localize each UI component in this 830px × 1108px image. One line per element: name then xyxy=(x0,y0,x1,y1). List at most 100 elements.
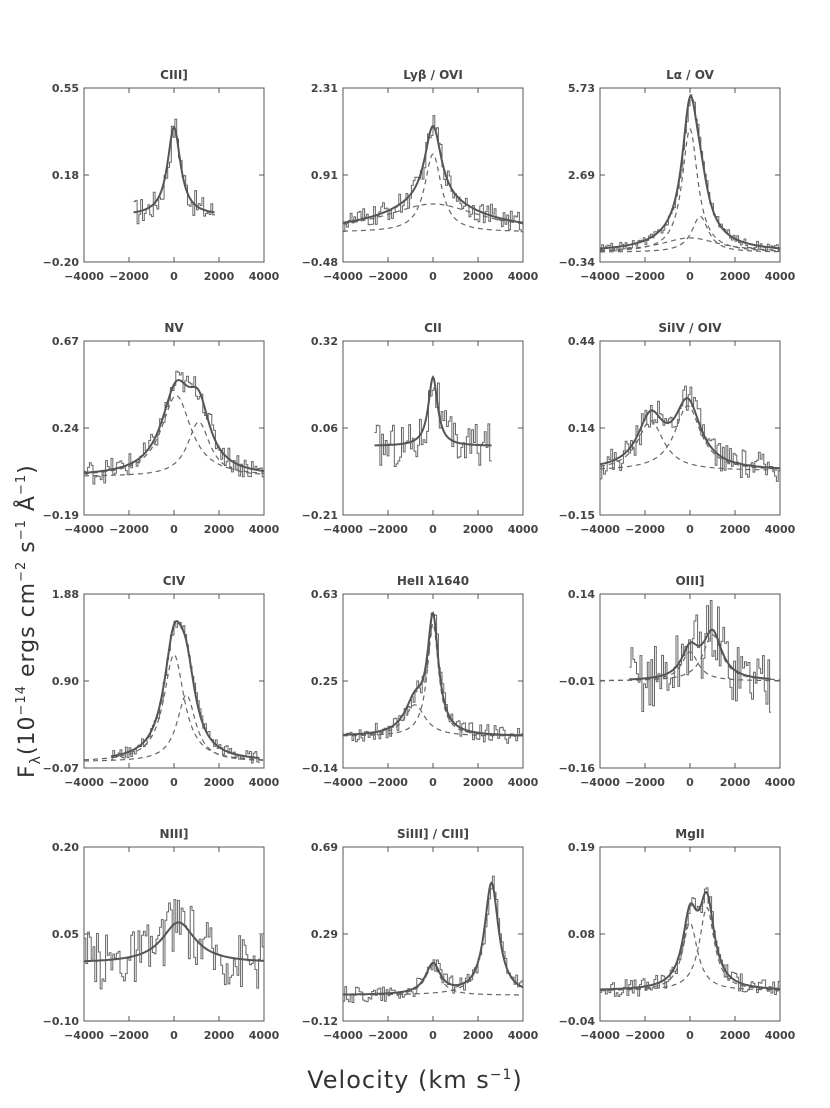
total-fit-curve xyxy=(133,125,215,214)
y-tick-label: 0.25 xyxy=(311,675,338,688)
x-tick-label: 2000 xyxy=(463,1029,494,1042)
x-tick-label: 4000 xyxy=(508,776,539,789)
panel-1: CIII] 0.55 0.18 −0.20−4000 −2000 0 2000 4000 xyxy=(43,68,280,283)
x-tick-label: 2000 xyxy=(204,270,235,283)
y-axis-title: Fλ(10−14 ergs cm−2 s−1 Å−1) xyxy=(2,360,44,780)
panel-6: SiIV / OIV 0.44 0.14 −0.15−4000 −2000 0 2000 40… xyxy=(559,321,796,536)
x-tick-label: 2000 xyxy=(204,1029,235,1042)
x-tick-label: −4000 xyxy=(64,776,104,789)
y-tick-label: 0.90 xyxy=(52,675,79,688)
y-tick-label: 0.29 xyxy=(311,928,338,941)
plot-frame xyxy=(599,87,781,263)
x-tick-label: −2000 xyxy=(368,1029,408,1042)
component-fit-1 xyxy=(84,395,264,475)
component-fit-1 xyxy=(343,153,523,232)
x-tick-label: −2000 xyxy=(368,270,408,283)
x-tick-label: −4000 xyxy=(64,1029,104,1042)
x-tick-label: −4000 xyxy=(580,1029,620,1042)
x-tick-label: −4000 xyxy=(64,523,104,536)
y-tick-label: −0.21 xyxy=(302,509,338,522)
total-fit-curve xyxy=(343,881,523,996)
y-tick-label: 0.91 xyxy=(311,169,338,182)
y-tick-label: −0.34 xyxy=(559,256,596,269)
x-tick-label: 0 xyxy=(170,1029,178,1042)
total-fit-curve xyxy=(600,94,780,250)
x-tick-label: 4000 xyxy=(765,1029,796,1042)
x-tick-label: 2000 xyxy=(720,1029,751,1042)
x-tick-label: −4000 xyxy=(64,270,104,283)
x-tick-label: 0 xyxy=(170,270,178,283)
panel-12: MgII 0.19 0.08 −0.04−4000 −2000 0 2000 4000 xyxy=(559,827,796,1042)
y-tick-label: 0.44 xyxy=(568,335,595,348)
component-fit-3 xyxy=(600,237,780,251)
x-tick-label: −4000 xyxy=(323,776,363,789)
total-fit-curve xyxy=(374,374,492,447)
component-fit-2 xyxy=(600,215,780,253)
x-tick-label: 4000 xyxy=(765,270,796,283)
total-fit-curve xyxy=(343,610,523,737)
data-histogram xyxy=(600,385,780,482)
plot-frame xyxy=(83,593,265,769)
y-tick-label: −0.07 xyxy=(43,762,79,775)
x-tick-label: 0 xyxy=(686,1029,694,1042)
x-tick-label: −2000 xyxy=(625,1029,665,1042)
plot-frame xyxy=(342,593,524,769)
data-histogram xyxy=(374,382,492,467)
x-tick-label: −2000 xyxy=(625,776,665,789)
y-tick-label: −0.20 xyxy=(43,256,80,269)
plot-frame xyxy=(83,340,265,516)
component-fit-1 xyxy=(84,654,264,761)
x-tick-label: −4000 xyxy=(580,270,620,283)
y-tick-label: −0.12 xyxy=(302,1015,338,1028)
y-tick-label: 0.55 xyxy=(52,82,79,95)
y-tick-label: 2.31 xyxy=(311,82,338,95)
panel-8: HeII λ1640 0.63 0.25 −0.14−4000 −2000 0 2000 40… xyxy=(302,574,539,789)
data-histogram xyxy=(84,370,264,485)
x-tick-label: −2000 xyxy=(109,776,149,789)
x-tick-label: 2000 xyxy=(720,270,751,283)
x-tick-label: −4000 xyxy=(323,1029,363,1042)
y-tick-label: −0.10 xyxy=(43,1015,80,1028)
panel-title: OIII] xyxy=(675,574,704,588)
y-tick-label: −0.15 xyxy=(559,509,595,522)
x-tick-label: 4000 xyxy=(249,1029,280,1042)
y-tick-label: 0.63 xyxy=(311,588,338,601)
x-tick-label: 4000 xyxy=(765,776,796,789)
y-tick-label: −0.14 xyxy=(302,762,339,775)
component-fit-1 xyxy=(600,419,780,471)
x-tick-label: 4000 xyxy=(249,270,280,283)
x-tick-label: 2000 xyxy=(720,776,751,789)
plot-frame xyxy=(342,87,524,263)
x-tick-label: 0 xyxy=(170,776,178,789)
x-tick-label: −4000 xyxy=(580,776,620,789)
panel-11: SiIII] / CIII] 0.69 0.29 −0.12−4000 −2000 0 20… xyxy=(302,827,539,1042)
x-tick-label: 2000 xyxy=(204,776,235,789)
y-tick-label: 0.06 xyxy=(311,422,338,435)
component-fit-2 xyxy=(343,704,523,737)
x-tick-label: 2000 xyxy=(463,776,494,789)
data-histogram xyxy=(343,875,523,1003)
panel-title: NV xyxy=(164,321,184,335)
y-tick-label: 0.08 xyxy=(568,928,595,941)
panel-title: HeII λ1640 xyxy=(397,574,469,588)
x-tick-label: 0 xyxy=(686,776,694,789)
y-axis-title-text: Fλ(10−14 ergs cm−2 s−1 Å−1) xyxy=(13,464,44,778)
y-tick-label: −0.19 xyxy=(43,509,79,522)
y-tick-label: −0.04 xyxy=(559,1015,596,1028)
x-tick-label: 4000 xyxy=(765,523,796,536)
x-tick-label: −4000 xyxy=(323,523,363,536)
plot-frame xyxy=(83,846,265,1022)
total-fit-curve xyxy=(343,124,523,224)
component-fit-2 xyxy=(600,906,780,991)
total-fit-curve xyxy=(600,397,780,470)
y-tick-label: 0.18 xyxy=(52,169,79,182)
data-histogram xyxy=(111,620,260,764)
plot-frame xyxy=(599,846,781,1022)
x-tick-label: 0 xyxy=(429,1029,437,1042)
data-histogram xyxy=(133,118,215,225)
plot-frame xyxy=(83,87,265,263)
x-tick-label: 0 xyxy=(170,523,178,536)
plot-frame xyxy=(599,593,781,769)
panel-3: Lα / OV 5.73 2.69 −0.34−4000 −2000 0 2000 4000 xyxy=(559,68,796,283)
